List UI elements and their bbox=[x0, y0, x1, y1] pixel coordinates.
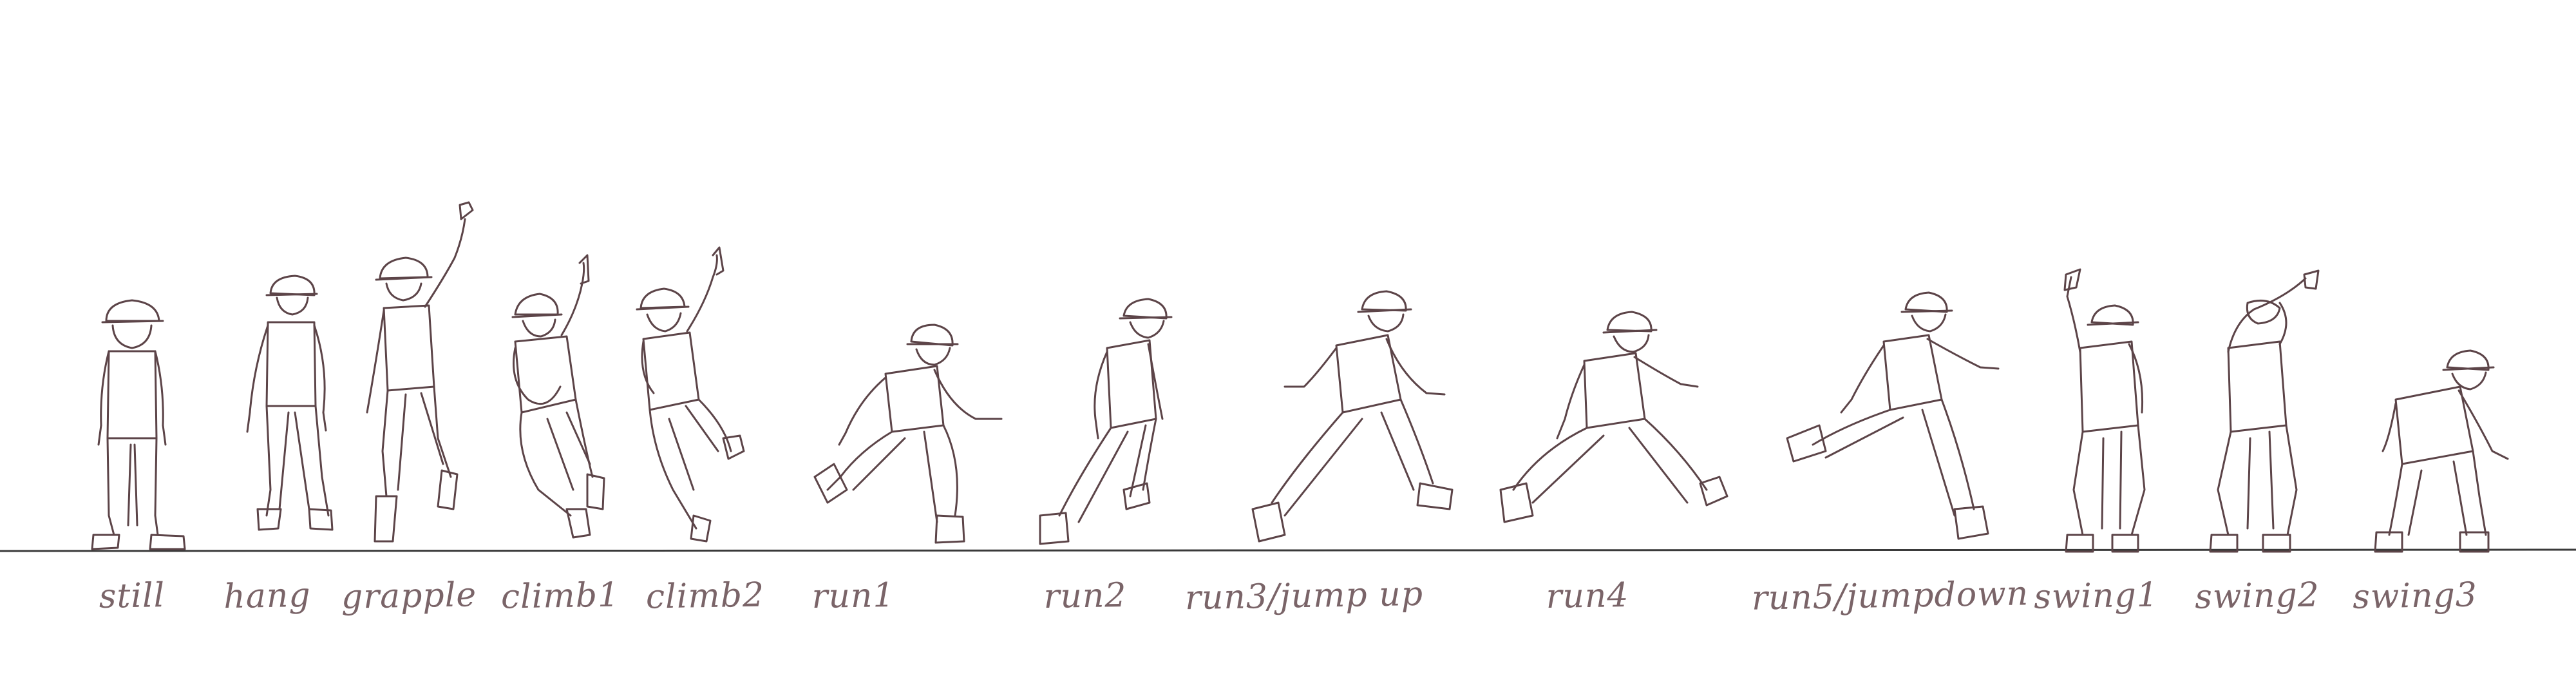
figure-swing1 bbox=[2063, 268, 2146, 553]
pose-label-run1: run1 bbox=[811, 575, 895, 617]
figure-run3-jump-up bbox=[1251, 290, 1454, 543]
figure-run4 bbox=[1499, 311, 1728, 523]
figure-grapple bbox=[366, 201, 474, 543]
pose-label-swing1: swing1 bbox=[2033, 575, 2159, 617]
pose-label-climb1: climb1 bbox=[500, 575, 620, 617]
pose-label-run2: run2 bbox=[1043, 575, 1127, 617]
pose-label-run4: run4 bbox=[1546, 575, 1629, 617]
figure-swing2 bbox=[2209, 269, 2320, 553]
figure-climb1 bbox=[511, 254, 605, 539]
figure-run5-jumpdown bbox=[1786, 291, 2000, 540]
figure-run1 bbox=[813, 324, 1003, 544]
figure-run2 bbox=[1039, 298, 1173, 545]
pose-label-swing3: swing3 bbox=[2352, 575, 2478, 617]
pose-label-run3: run3/jump up bbox=[1184, 574, 1424, 618]
figure-swing3 bbox=[2374, 349, 2509, 553]
figure-hang bbox=[246, 275, 334, 531]
figure-climb2 bbox=[636, 246, 745, 543]
figure-still bbox=[91, 299, 186, 550]
pose-label-climb2: climb2 bbox=[645, 575, 765, 617]
pose-label-grapple: grapple bbox=[341, 575, 477, 617]
pose-label-swing2: swing2 bbox=[2194, 575, 2320, 617]
pose-label-run5: run5/jumpdown bbox=[1751, 574, 2029, 618]
pose-label-hang: hang bbox=[223, 575, 312, 617]
ground-line bbox=[0, 548, 2576, 552]
pose-label-still: still bbox=[99, 576, 166, 616]
